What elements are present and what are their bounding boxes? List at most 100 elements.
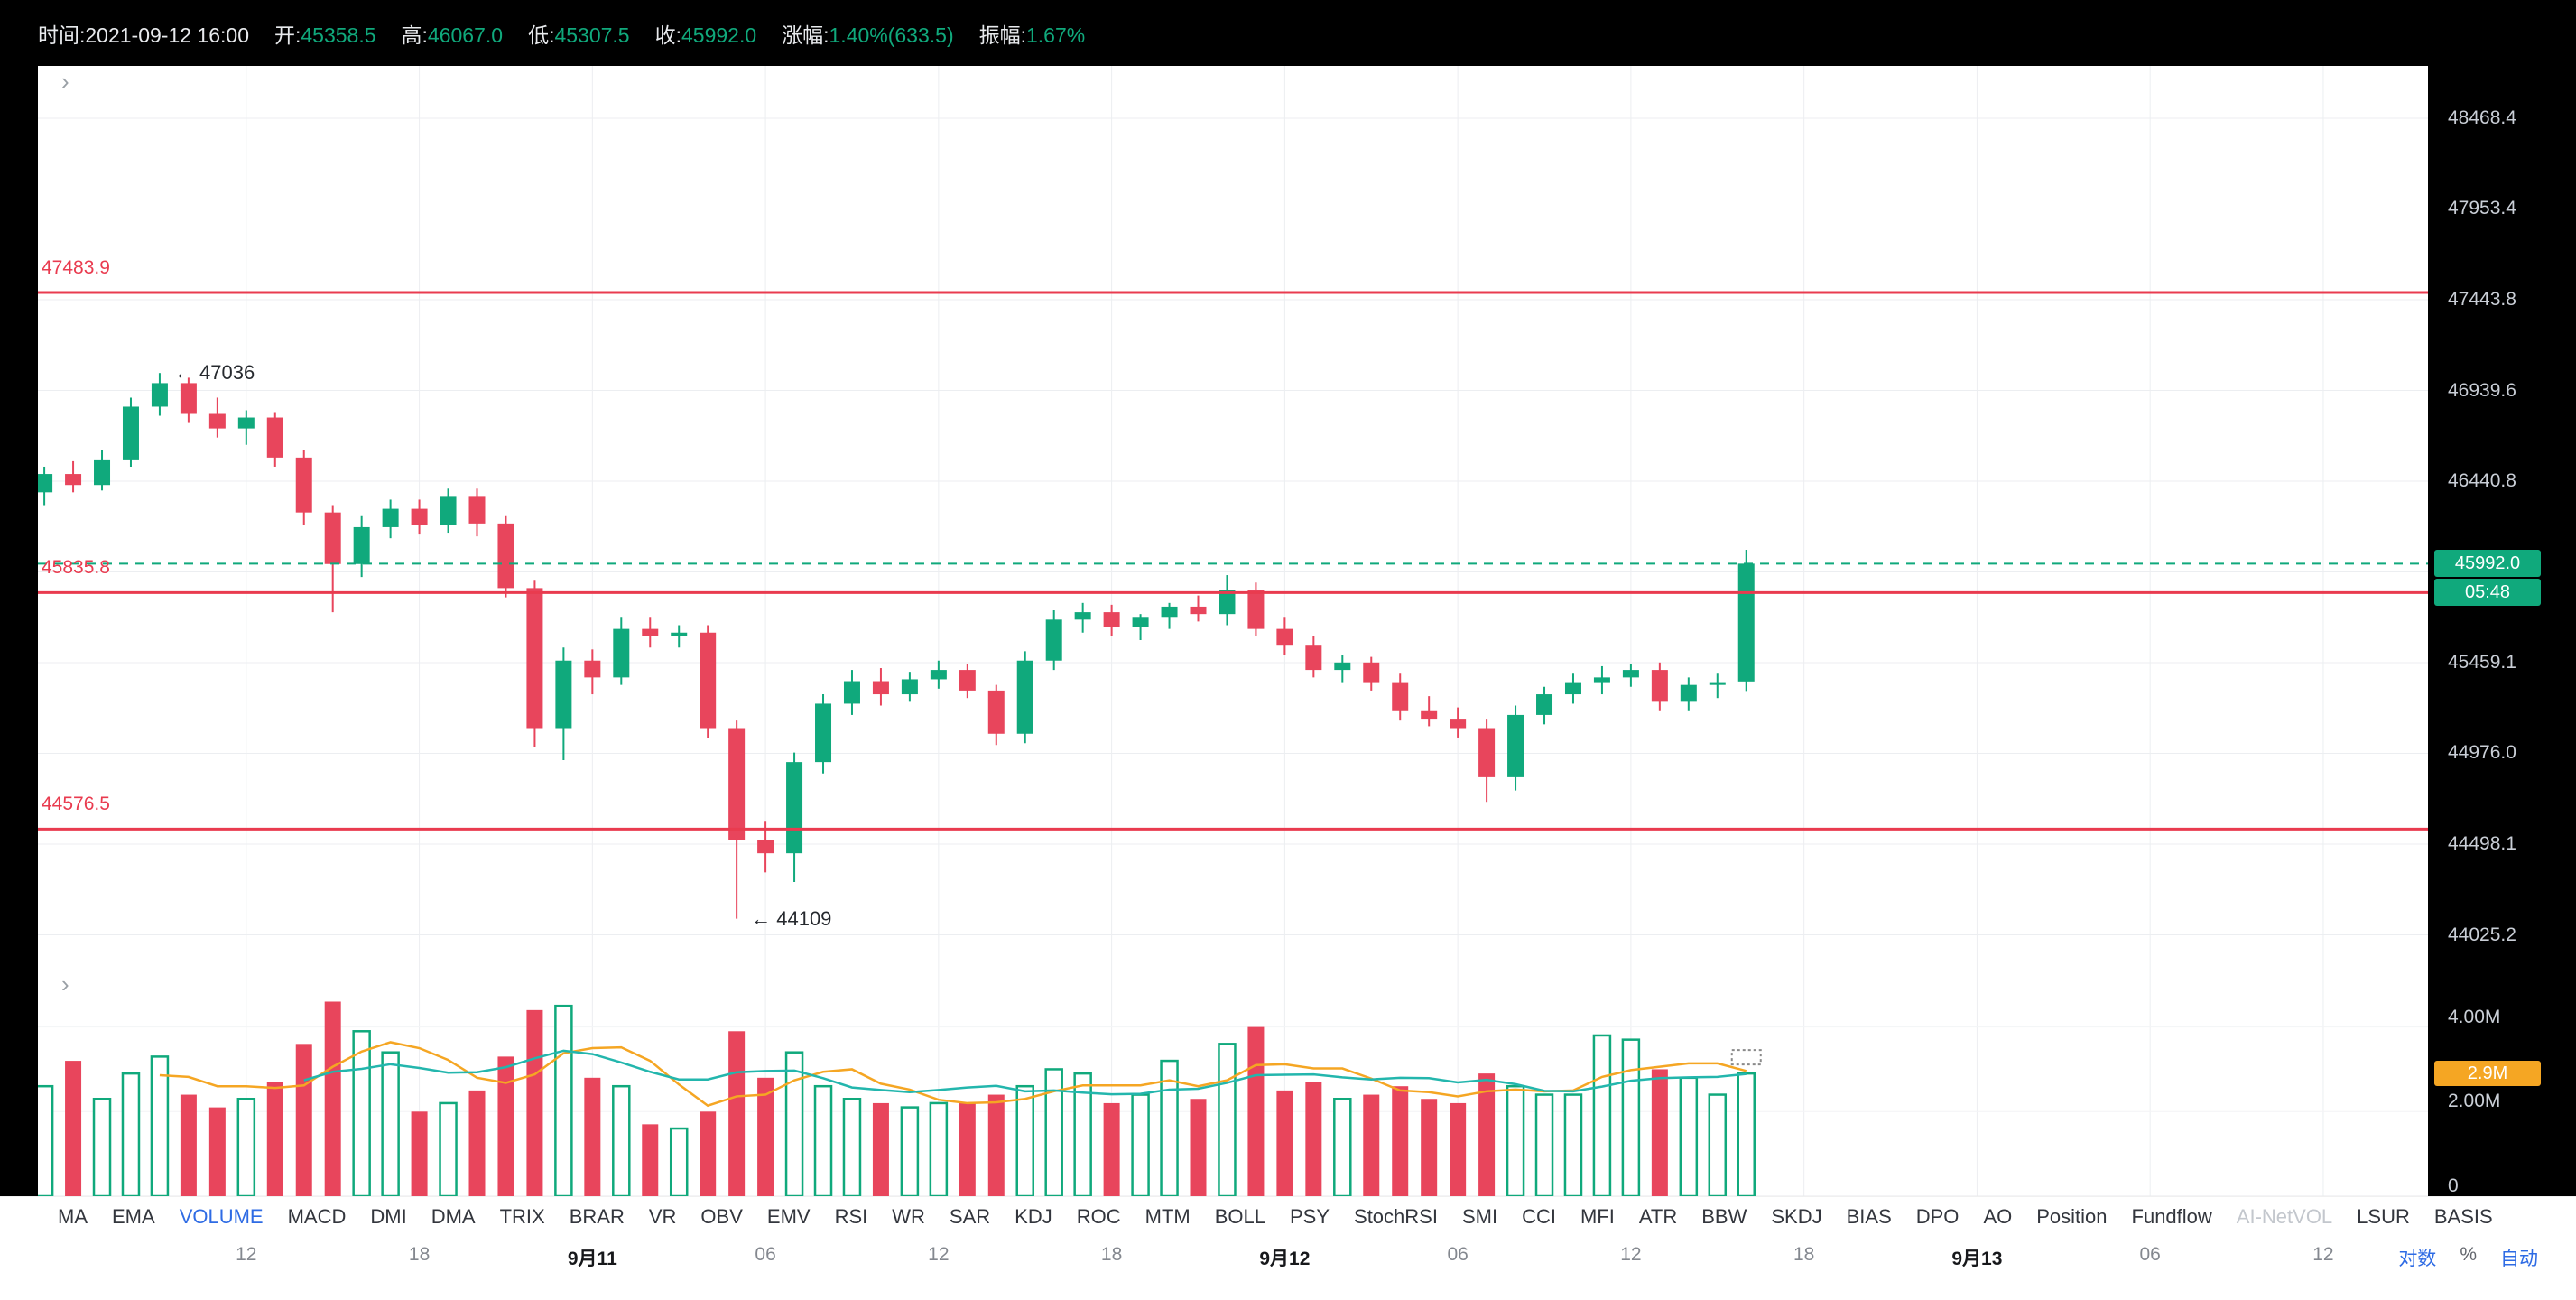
auto-scale-toggle[interactable]: 自动: [2500, 1249, 2538, 1269]
price-axis-label: 46440.8: [2448, 470, 2516, 491]
indicator-tab-skdj[interactable]: SKDJ: [1771, 1205, 1822, 1228]
open-value: 45358.5: [301, 23, 376, 47]
volume-ma5-line: [159, 1041, 1747, 1108]
candle-open: 开:45358.5: [274, 18, 376, 49]
candle: [1132, 618, 1149, 627]
volume-bar: [38, 1084, 54, 1196]
volume-bar: [813, 1084, 833, 1196]
volume-bar: [92, 1097, 112, 1196]
collapse-volume-panel-icon[interactable]: ›: [61, 970, 69, 998]
volume-bar: [121, 1072, 141, 1196]
candle: [237, 417, 255, 429]
indicator-tab-vr[interactable]: VR: [648, 1205, 677, 1228]
indicator-tab-wr[interactable]: WR: [892, 1205, 925, 1228]
candle: [526, 588, 543, 729]
candlestick-chart[interactable]: [38, 66, 2428, 1196]
indicator-tab-mfi[interactable]: MFI: [1580, 1205, 1615, 1228]
indicator-tab-cci[interactable]: CCI: [1522, 1205, 1556, 1228]
candle: [122, 406, 139, 460]
volume-bar: [439, 1101, 458, 1196]
volume-bar: [584, 1077, 601, 1196]
indicator-tab-brar[interactable]: BRAR: [569, 1205, 625, 1228]
volume-bar: [1450, 1102, 1467, 1196]
indicator-tab-boll[interactable]: BOLL: [1214, 1205, 1265, 1228]
indicator-tab-roc[interactable]: ROC: [1076, 1205, 1121, 1228]
candle: [1593, 677, 1610, 683]
indicator-tab-volume[interactable]: VOLUME: [179, 1205, 264, 1228]
volume-bar: [728, 1031, 746, 1196]
time-axis-label: 06: [755, 1244, 776, 1265]
candle: [440, 496, 457, 525]
indicator-tab-dmi[interactable]: DMI: [370, 1205, 407, 1228]
indicator-tab-kdj[interactable]: KDJ: [1015, 1205, 1052, 1228]
candle: [1536, 694, 1553, 715]
indicator-tab-lsur[interactable]: LSUR: [2357, 1205, 2410, 1228]
time-axis-label: 06: [2139, 1244, 2161, 1265]
indicator-tab-dma[interactable]: DMA: [431, 1205, 476, 1228]
indicator-tab-ema[interactable]: EMA: [112, 1205, 155, 1228]
volume-bar: [295, 1044, 312, 1196]
volume-bar: [497, 1056, 514, 1196]
change-value: 1.40%(633.5): [829, 23, 954, 47]
price-axis[interactable]: 45992.0 05:48 2.9M 48468.4 47953.4 47443.8…: [2428, 66, 2576, 1196]
volume-bar: [1621, 1038, 1641, 1196]
volume-bar: [1363, 1094, 1380, 1196]
indicator-tab-dpo[interactable]: DPO: [1915, 1205, 1960, 1228]
indicator-tab-mtm[interactable]: MTM: [1144, 1205, 1191, 1228]
volume-bar: [1651, 1069, 1668, 1196]
indicator-tab-atr[interactable]: ATR: [1638, 1205, 1678, 1228]
candle: [180, 383, 197, 414]
indicator-tab-psy[interactable]: PSY: [1289, 1205, 1330, 1228]
candle: [1622, 670, 1639, 678]
percent-scale-toggle[interactable]: %: [2460, 1244, 2477, 1265]
open-label: 开:: [274, 23, 301, 47]
indicator-tab-emv[interactable]: EMV: [766, 1205, 811, 1228]
indicator-tab-stochrsi[interactable]: StochRSI: [1354, 1205, 1438, 1228]
time-axis-label: 9月11: [567, 1249, 617, 1269]
candle: [151, 383, 168, 407]
indicator-tab-fundflow[interactable]: Fundflow: [2131, 1205, 2212, 1228]
candle: [1421, 710, 1438, 720]
candle-high: 高:46067.0: [402, 18, 504, 49]
current-volume-badge: 2.9M: [2434, 1061, 2541, 1087]
volume-bar: [411, 1111, 428, 1196]
collapse-main-panel-icon[interactable]: ›: [61, 68, 69, 95]
volume-bar: [784, 1051, 804, 1196]
candle: [1305, 645, 1322, 671]
log-scale-toggle[interactable]: 对数: [2398, 1249, 2437, 1269]
indicator-tab-position[interactable]: Position: [2036, 1205, 2108, 1228]
volume-bar: [900, 1106, 920, 1196]
volume-axis-label: 2.00M: [2448, 1091, 2501, 1112]
indicator-tab-basis[interactable]: BASIS: [2433, 1205, 2493, 1228]
price-axis-label: 44025.2: [2448, 924, 2516, 945]
indicator-tab-ao[interactable]: AO: [1983, 1205, 2013, 1228]
time-axis-label: 18: [1793, 1244, 1815, 1265]
volume-bar: [987, 1094, 1005, 1196]
indicator-tab-ma[interactable]: MA: [58, 1205, 88, 1228]
price-axis-label: 44498.1: [2448, 832, 2516, 854]
indicator-tab-bbw[interactable]: BBW: [1701, 1205, 1747, 1228]
current-price-badge: 45992.0: [2434, 550, 2541, 578]
indicator-tab-ai-netvol[interactable]: AI-NetVOL: [2236, 1205, 2333, 1228]
indicator-tab-obv[interactable]: OBV: [700, 1205, 743, 1228]
volume-axis-label: 4.00M: [2448, 1006, 2501, 1027]
volume-bar: [1247, 1026, 1265, 1196]
candle: [208, 413, 226, 429]
indicator-tab-smi[interactable]: SMI: [1461, 1205, 1498, 1228]
candle: [1737, 563, 1755, 682]
candle: [642, 628, 659, 636]
time-axis[interactable]: 对数 % 自动 12 18 9月11 06 12 18 9月12 06 12 18 9月13 06 12: [0, 1237, 2576, 1277]
candle: [1247, 590, 1265, 629]
candle: [757, 840, 774, 854]
indicator-tab-sar[interactable]: SAR: [949, 1205, 991, 1228]
volume-ma10-line: [303, 1049, 1747, 1096]
candle: [65, 474, 82, 486]
indicator-tab-macd[interactable]: MACD: [287, 1205, 347, 1228]
indicator-tab-rsi[interactable]: RSI: [834, 1205, 868, 1228]
volume-bar: [381, 1051, 400, 1196]
candle: [1651, 670, 1668, 702]
indicator-tab-trix[interactable]: TRIX: [499, 1205, 545, 1228]
indicator-tab-bias[interactable]: BIAS: [1846, 1205, 1892, 1228]
candle: [901, 679, 918, 695]
